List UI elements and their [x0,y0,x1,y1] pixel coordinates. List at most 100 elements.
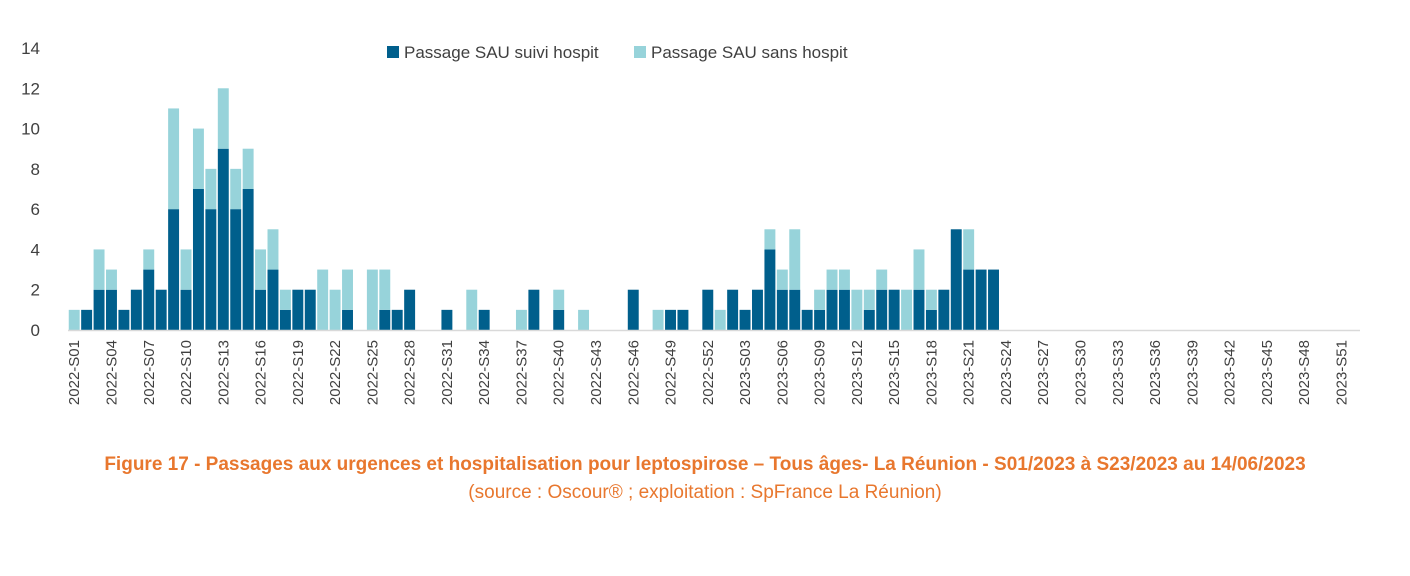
bar-hosp [665,309,676,330]
bar-hosp [130,289,142,330]
bar-hosp [739,309,751,330]
y-tick-label: 14 [21,39,40,58]
legend-swatch-hosp [387,46,399,58]
bar-hosp [838,289,850,330]
bar-sans [192,128,204,189]
y-tick-label: 4 [31,240,40,259]
bar-hosp [789,289,801,330]
bar-sans [851,289,863,330]
bar-hosp [801,309,813,330]
bar-sans [826,269,838,290]
y-tick-label: 6 [31,200,40,219]
bar-hosp [988,269,999,330]
y-tick-label: 0 [31,321,40,340]
bar-hosp [230,209,242,330]
bar-hosp [752,289,763,330]
bar-sans [242,148,254,189]
legend-swatch-sans [634,46,646,58]
bar-hosp [888,289,900,330]
chart: Passage SAU suivi hospit Passage SAU san… [21,39,1360,405]
bar-hosp [391,309,403,330]
bar-hosp [379,309,391,330]
bar-sans [466,289,478,330]
bar-sans [217,88,229,149]
stacked-bar-chart: Passage SAU suivi hospit Passage SAU san… [21,39,1360,405]
bar-sans [838,269,850,290]
bar-hosp [106,289,117,330]
x-tick-label: 2022-S13 [215,340,232,405]
bar-hosp [913,289,925,330]
bar-sans [901,289,913,330]
x-tick-label: 2022-S22 [327,340,344,405]
x-tick-label: 2023-S39 [1184,340,1201,405]
y-tick-label: 10 [21,120,40,139]
bar-sans [714,309,726,330]
x-tick-label: 2023-S15 [886,340,903,405]
x-tick-label: 2023-S09 [812,340,829,405]
bar-hosp [242,189,254,330]
bar-hosp [81,309,93,330]
bar-sans [379,269,391,310]
bar-sans [106,269,117,290]
bar-hosp [963,269,975,330]
x-tick-label: 2022-S52 [700,340,717,405]
bar-sans [764,229,776,250]
bar-sans [93,249,105,290]
y-tick-label: 2 [31,281,40,300]
x-tick-label: 2022-S07 [141,340,158,405]
caption-source: (source : Oscour® ; exploitation : SpFra… [468,482,942,503]
x-tick-label: 2023-S12 [849,340,866,405]
x-tick-label: 2022-S37 [513,340,530,405]
bar-hosp [304,289,316,330]
x-tick-label: 2022-S16 [253,340,270,405]
bar-sans [143,249,155,270]
bar-sans [913,249,925,290]
bar-hosp [180,289,192,330]
bar-hosp [192,189,204,330]
bar-hosp [925,309,937,330]
x-tick-label: 2023-S51 [1333,340,1350,405]
bar-sans [814,289,826,310]
legend: Passage SAU suivi hospit Passage SAU san… [387,43,848,62]
bar-sans [652,309,664,330]
bar-sans [553,289,565,310]
bar-hosp [118,309,130,330]
bar-hosp [702,289,714,330]
x-tick-label: 2022-S49 [663,340,680,405]
bar-hosp [826,289,838,330]
bar-hosp [553,309,565,330]
bar-hosp [950,229,962,330]
bar-sans [925,289,937,310]
x-axis: 2022-S01 2022-S04 2022-S07 2022-S10 2022-S13… [66,340,1350,405]
x-tick-label: 2022-S34 [476,340,493,405]
bar-hosp [876,289,888,330]
x-tick-label: 2023-S48 [1296,340,1313,405]
bar-hosp [404,289,416,330]
x-tick-label: 2023-S21 [961,340,978,405]
bar-sans [255,249,267,290]
x-tick-label: 2022-S25 [364,340,381,405]
x-tick-label: 2023-S45 [1259,340,1276,405]
bar-hosp [727,289,739,330]
x-tick-label: 2023-S42 [1222,340,1239,405]
bar-sans [863,289,875,310]
bar-hosp [938,289,950,330]
bar-sans [776,269,788,290]
legend-label-hosp: Passage SAU suivi hospit [404,43,599,62]
x-tick-label: 2022-S40 [551,340,568,405]
x-tick-label: 2023-S36 [1147,340,1164,405]
x-tick-label: 2022-S01 [66,340,83,405]
bar-hosp [677,309,689,330]
bar-hosp [342,309,353,330]
x-tick-label: 2022-S31 [439,340,456,405]
x-tick-label: 2022-S19 [290,340,307,405]
caption-title: Figure 17 - Passages aux urgences et hos… [104,454,1306,475]
bar-sans [342,269,353,310]
bar-hosp [93,289,105,330]
bar-hosp [267,269,279,330]
bar-hosp [776,289,788,330]
bar-sans [789,229,801,290]
bar-hosp [627,289,639,330]
bar-sans [317,269,329,330]
bar-hosp [255,289,267,330]
